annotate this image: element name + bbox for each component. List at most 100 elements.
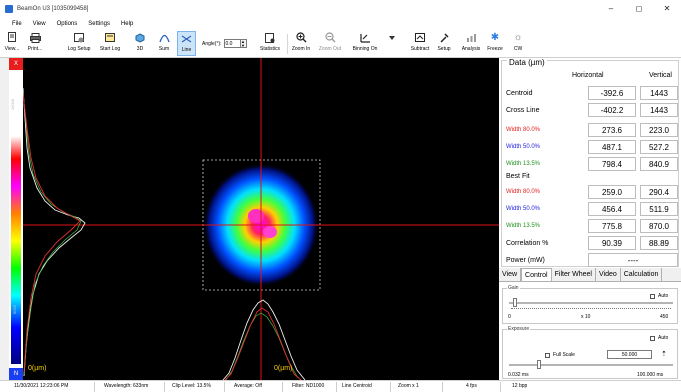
view-button[interactable]: View... — [2, 31, 22, 56]
max-marker[interactable]: X — [9, 58, 23, 70]
status-bit-depth: 12 bpp — [512, 383, 528, 389]
fit-width-13-5-horizontal: 775.8 — [588, 219, 636, 233]
menu-view[interactable]: View — [32, 20, 46, 27]
vertical-profile-alt — [23, 91, 82, 375]
minimize-button[interactable]: – — [608, 4, 614, 13]
sum-profile-icon — [158, 31, 170, 44]
min-marker[interactable]: N — [9, 368, 23, 380]
centroid-horizontal: -392.6 — [588, 86, 636, 100]
tab-calculation[interactable]: Calculation — [621, 268, 663, 281]
analysis-button[interactable]: Analysis — [458, 31, 484, 56]
vertical-header: Vertical — [649, 72, 672, 79]
fit-width-80-vertical: 290.4 — [640, 185, 678, 199]
line-button[interactable]: Line — [177, 31, 196, 56]
status-fps: 4 fps — [466, 383, 477, 389]
tab-filter-wheel[interactable]: Filter Wheel — [552, 268, 596, 281]
statistics-icon — [264, 31, 276, 44]
exposure-auto-checkbox[interactable]: Auto — [650, 335, 668, 341]
status-separator — [94, 382, 95, 392]
menu-settings[interactable]: Settings — [88, 20, 110, 27]
fit-width-80-label: Width 80.0% — [506, 189, 541, 195]
maximize-button[interactable]: ◻ — [635, 4, 643, 13]
log-file-icon — [104, 31, 116, 44]
log-setup-button[interactable]: Log Setup — [64, 31, 94, 56]
menu-help[interactable]: Help — [120, 20, 134, 27]
status-zoom: Zoom x 1 — [398, 383, 419, 389]
data-title: Data (µm) — [507, 58, 547, 67]
subtract-icon — [414, 31, 426, 44]
settings-panel: View Control Filter Wheel Video Calculat… — [499, 268, 681, 380]
cw-button[interactable]: ☼ CW — [513, 32, 523, 52]
binning-button[interactable]: Binning On — [348, 31, 382, 56]
centroid-vertical: 1443 — [640, 86, 678, 100]
binning-dropdown[interactable] — [388, 31, 396, 56]
setup-button[interactable]: Setup — [435, 31, 453, 56]
horizontal-profile-measured — [222, 299, 306, 380]
beam-hotspot — [263, 226, 277, 238]
exposure-max-label: 100.000 ms — [637, 372, 664, 378]
colorbar — [11, 136, 21, 364]
angle-input[interactable]: 0.0 — [223, 39, 241, 48]
title-bar: BeamOn U3 [1035099458] – ◻ ✕ — [0, 0, 681, 17]
start-log-button[interactable]: Start Log — [96, 31, 124, 56]
exposure-min-label: 0.032 ms — [508, 372, 529, 378]
angle-spinner[interactable]: ▲ ▼ — [240, 39, 247, 48]
status-bar: 11/30/2021 12:23:06 PM Wavelength: 633nm… — [0, 380, 681, 392]
print-button[interactable]: Print... — [23, 31, 47, 56]
tab-control[interactable]: Control — [521, 268, 552, 281]
fit-width-13-5-vertical: 870.0 — [640, 219, 678, 233]
3d-view-button[interactable]: 3D — [133, 31, 147, 56]
status-clip-level: Clip Level: 13.5% — [172, 383, 211, 389]
gain-slider-ticks — [511, 307, 671, 309]
line-profile-icon — [181, 32, 192, 45]
tab-video[interactable]: Video — [596, 268, 621, 281]
printer-icon — [29, 31, 41, 44]
document-icon — [7, 31, 17, 44]
cross-line-label: Cross Line — [506, 107, 540, 114]
exposure-input[interactable]: 50.000 — [607, 350, 652, 359]
status-datetime: 11/30/2021 12:23:06 PM — [14, 383, 69, 389]
window-title: BeamOn U3 [1035099458] — [17, 5, 89, 12]
status-separator — [390, 382, 391, 392]
width-50-vertical: 527.2 — [640, 140, 678, 154]
menu-file[interactable]: File — [12, 20, 22, 27]
gain-min-label: 0 — [508, 314, 511, 320]
beam-image-view[interactable] — [23, 58, 499, 380]
width-13-5-vertical: 840.9 — [640, 157, 678, 171]
full-scale-checkbox[interactable]: Full Scale — [545, 352, 575, 358]
gain-multiplier-label: x 10 — [581, 314, 591, 320]
best-fit-label: Best Fit — [506, 173, 530, 180]
gain-title: Gain — [507, 285, 520, 291]
vertical-profile-fit — [23, 93, 81, 373]
gain-auto-checkbox[interactable]: Auto — [650, 293, 668, 299]
fit-width-80-horizontal: 259.0 — [588, 185, 636, 199]
analysis-icon — [466, 31, 477, 44]
exposure-slider-track[interactable] — [509, 364, 673, 366]
tab-view[interactable]: View — [499, 268, 522, 281]
log-settings-icon — [73, 31, 85, 44]
exposure-group: Exposure Auto Full Scale 50.000 ⇡ 0.032 … — [502, 326, 678, 379]
sum-button[interactable]: Sum — [156, 31, 172, 56]
gain-slider-track[interactable] — [509, 302, 673, 304]
fit-width-50-vertical: 511.9 — [640, 202, 678, 216]
close-button[interactable]: ✕ — [663, 4, 671, 13]
snowflake-icon: ✱ — [490, 32, 500, 43]
statistics-button[interactable]: Statistics — [256, 31, 284, 56]
fit-width-13-5-label: Width 13.5% — [506, 223, 541, 229]
scale-value-bottom: 6023 — [12, 305, 17, 314]
exposure-increment-icon[interactable]: ⇡ — [661, 351, 667, 358]
control-tab-body: Gain Auto 0 x 10 450 Exposure Auto Full … — [499, 281, 681, 380]
correlation-label: Correlation % — [506, 240, 549, 247]
cross-line-vertical: 1443 — [640, 103, 678, 117]
menu-options[interactable]: Options — [56, 20, 78, 27]
correlation-horizontal: 90.39 — [588, 236, 636, 250]
zoom-out-button[interactable]: Zoom Out — [316, 31, 344, 56]
toolbar: View... Print... Log Setup Start Log 3D … — [0, 30, 681, 58]
gain-group: Gain Auto 0 x 10 450 — [502, 285, 678, 324]
zoom-in-button[interactable]: Zoom In — [289, 31, 313, 56]
menu-bar: File View Options Settings Help — [0, 17, 681, 30]
gain-slider-thumb[interactable] — [513, 298, 517, 307]
freeze-button[interactable]: ✱ Freeze — [487, 32, 503, 52]
subtract-button[interactable]: Subtract — [407, 31, 433, 56]
exposure-slider-thumb[interactable] — [537, 360, 541, 369]
